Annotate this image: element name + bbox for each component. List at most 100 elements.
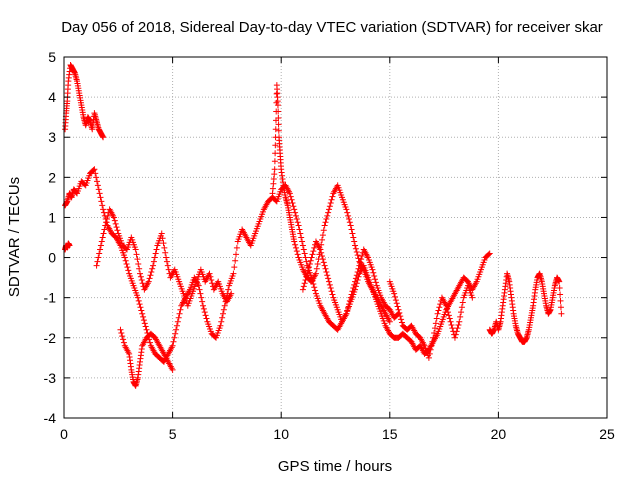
data-point bbox=[163, 254, 170, 261]
data-point bbox=[445, 312, 452, 319]
data-point bbox=[123, 260, 130, 267]
data-point bbox=[159, 235, 166, 242]
data-point bbox=[97, 194, 104, 201]
y-tick-label: 3 bbox=[48, 129, 56, 145]
data-point bbox=[356, 262, 363, 269]
series-trace_a bbox=[62, 166, 493, 365]
data-point bbox=[217, 322, 224, 329]
y-tick-label: -4 bbox=[44, 410, 57, 426]
data-point bbox=[158, 230, 165, 237]
data-point bbox=[169, 366, 176, 373]
data-point bbox=[452, 331, 459, 338]
data-point bbox=[152, 250, 159, 257]
data-point bbox=[195, 282, 202, 289]
data-point bbox=[139, 280, 146, 287]
data-point bbox=[325, 206, 332, 213]
data-point bbox=[196, 286, 203, 293]
data-point bbox=[97, 246, 104, 253]
data-point bbox=[286, 190, 293, 197]
data-point bbox=[322, 219, 329, 226]
y-tick-label: -3 bbox=[44, 370, 57, 386]
y-tick-label: 5 bbox=[48, 49, 56, 65]
x-tick-label: 25 bbox=[599, 426, 615, 442]
data-point bbox=[311, 284, 318, 291]
data-point bbox=[161, 244, 168, 251]
data-point bbox=[329, 193, 336, 200]
data-point bbox=[355, 255, 362, 262]
data-point bbox=[345, 301, 352, 308]
data-point bbox=[140, 317, 147, 324]
data-point bbox=[135, 260, 142, 267]
series-trace_b bbox=[62, 62, 107, 141]
data-point bbox=[207, 273, 214, 280]
data-point bbox=[430, 334, 437, 341]
data-point bbox=[302, 254, 309, 261]
data-point bbox=[99, 202, 106, 209]
data-point bbox=[449, 325, 456, 332]
data-point bbox=[347, 222, 354, 229]
data-point bbox=[99, 234, 106, 241]
data-point bbox=[290, 203, 297, 210]
data-point bbox=[455, 321, 462, 328]
data-point bbox=[556, 278, 563, 285]
data-point bbox=[310, 248, 317, 255]
data-point bbox=[304, 270, 311, 277]
data-point bbox=[134, 294, 141, 301]
data-point bbox=[272, 126, 279, 133]
data-point bbox=[353, 248, 360, 255]
data-point bbox=[323, 216, 330, 223]
data-point bbox=[143, 326, 150, 333]
data-point bbox=[98, 198, 105, 205]
data-point bbox=[94, 182, 101, 189]
x-tick-label: 10 bbox=[273, 426, 289, 442]
data-point bbox=[325, 278, 332, 285]
data-point bbox=[175, 314, 182, 321]
data-point bbox=[113, 224, 120, 231]
data-point bbox=[294, 251, 301, 258]
y-tick-label: 0 bbox=[48, 250, 56, 266]
data-point bbox=[94, 178, 101, 185]
data-point bbox=[444, 305, 451, 312]
data-point bbox=[345, 216, 352, 223]
data-point bbox=[451, 334, 458, 341]
data-point bbox=[351, 281, 358, 288]
data-point bbox=[93, 262, 100, 269]
data-point bbox=[320, 259, 327, 266]
data-point bbox=[90, 167, 97, 174]
data-point bbox=[103, 219, 110, 226]
data-point bbox=[147, 339, 154, 346]
data-point bbox=[134, 256, 141, 263]
data-point bbox=[352, 278, 359, 285]
data-point bbox=[199, 298, 206, 305]
data-point bbox=[347, 294, 354, 301]
data-point bbox=[321, 262, 328, 269]
data-point bbox=[346, 219, 353, 226]
data-point bbox=[160, 240, 167, 247]
data-point bbox=[153, 246, 160, 253]
data-point bbox=[138, 277, 145, 284]
data-point bbox=[164, 262, 171, 269]
data-point bbox=[395, 306, 402, 313]
data-point bbox=[306, 264, 313, 271]
data-point bbox=[321, 222, 328, 229]
data-point bbox=[132, 246, 139, 253]
data-point bbox=[300, 283, 307, 290]
data-point bbox=[309, 251, 316, 258]
data-point bbox=[100, 206, 107, 213]
data-point bbox=[293, 248, 300, 255]
data-point bbox=[151, 254, 158, 261]
data-point bbox=[557, 304, 564, 311]
data-point bbox=[173, 326, 180, 333]
data-point bbox=[557, 297, 564, 304]
data-point bbox=[135, 297, 142, 304]
data-point bbox=[291, 206, 298, 213]
data-point bbox=[163, 258, 170, 265]
data-point bbox=[320, 227, 327, 234]
data-point bbox=[372, 279, 379, 286]
data-point bbox=[323, 268, 330, 275]
data-point bbox=[458, 309, 465, 316]
data-point bbox=[170, 338, 177, 345]
data-point bbox=[121, 254, 128, 261]
data-point bbox=[137, 304, 144, 311]
data-point bbox=[431, 325, 438, 332]
